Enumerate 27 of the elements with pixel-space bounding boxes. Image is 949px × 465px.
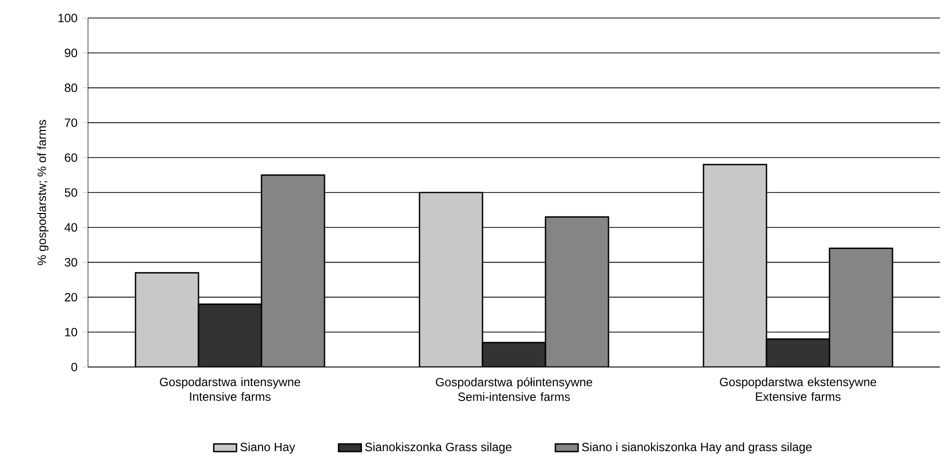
bar [828,248,894,368]
bar [198,304,262,368]
y-tick-label: 90 [64,48,78,58]
bar [134,272,200,368]
x-tick-label: Gospodarstwa intensywne Intensive farms [160,377,300,401]
x-tick-label: Gospopdarstwa ekstensywne Extensive farms [720,377,876,401]
x-tick-label: Gospodarstwa półintensywne Semi-intensive farms [436,377,592,402]
y-tick-label: 60 [64,153,78,162]
y-tick-label: 70 [64,118,78,127]
y-tick-label: 20 [64,292,78,302]
bar [418,192,484,368]
legend-label: Siano Hay [240,442,296,454]
y-tick-label: 80 [64,84,78,92]
y-tick-label: 40 [64,223,78,232]
y-tick-label: 50 [64,188,78,197]
bar [482,342,546,368]
legend-label: Siano i sianokiszonka Hay and grass silage [582,442,812,454]
bar [544,216,610,368]
y-tick-label: 30 [64,258,78,267]
y-axis-title: % gospodarstw; % of farms [37,120,48,266]
legend-label: Sianokiszonka Grass silage [365,442,512,454]
bar [766,338,830,368]
y-tick-label: 0 [71,362,78,372]
bar [260,174,326,368]
y-tick-label: 10 [65,328,78,336]
y-tick-label: 100 [58,14,78,22]
bar [702,164,768,368]
